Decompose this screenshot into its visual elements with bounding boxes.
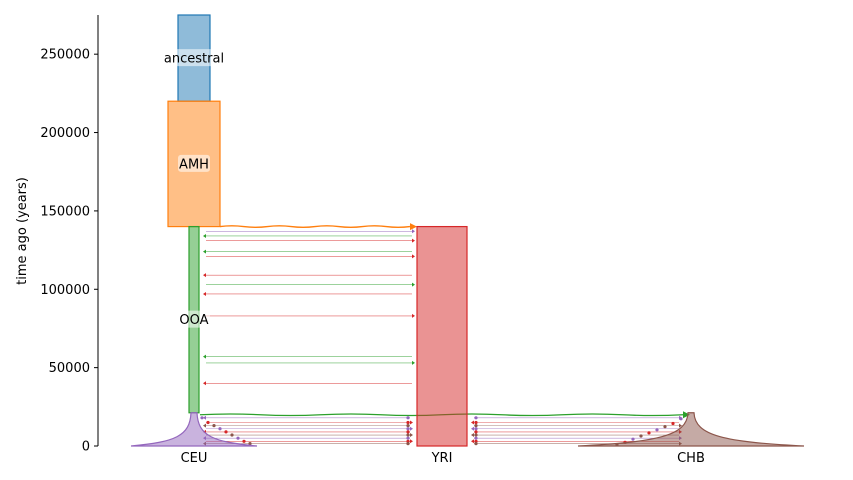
- migration-line-recent-arrow: [410, 433, 413, 438]
- migration-dot: [406, 430, 410, 434]
- label-ancestral-bg: [154, 49, 234, 67]
- migration-line-recent-arrow: [203, 415, 206, 420]
- migration-dot: [406, 439, 410, 443]
- migration-dot: [406, 433, 410, 437]
- migration-dot: [647, 431, 651, 435]
- y-tick-label: 0: [82, 440, 90, 455]
- population-blocks: [130, 14, 805, 447]
- migration-dot: [474, 439, 478, 443]
- migration-line-recent-arrow: [471, 426, 474, 431]
- label-amh: AMH: [179, 157, 209, 172]
- migration-dot: [474, 436, 478, 440]
- migration-line-arrow: [412, 282, 415, 287]
- y-tick-label: 50000: [49, 361, 90, 376]
- migration-dot: [474, 430, 478, 434]
- y-axis: 0 50000 100000 150000 200000 250000 CEU YRI CHB: [40, 15, 705, 466]
- migration-dot: [406, 416, 410, 420]
- migration-dot: [218, 427, 222, 431]
- migration-line-recent-arrow: [471, 439, 474, 444]
- migration-dot: [200, 416, 204, 420]
- population-ceu: [130, 412, 258, 447]
- migration-line-recent-arrow: [410, 426, 413, 431]
- label-ancestral: ancestral: [164, 52, 224, 67]
- migration-dot: [655, 428, 659, 432]
- migration-line-arrow: [203, 354, 206, 359]
- y-tick-label: 100000: [40, 283, 90, 298]
- y-tick-label: 150000: [40, 204, 90, 219]
- x-tick-label: CHB: [677, 451, 705, 466]
- migration-line-recent-arrow: [679, 423, 682, 428]
- migration-dot: [663, 425, 667, 429]
- split-amh-yri: [219, 225, 411, 228]
- migration-dot: [230, 433, 234, 437]
- migration-line-arrow: [203, 291, 206, 296]
- split-amh-yri-arrow: [410, 223, 417, 231]
- x-tick-label: CEU: [181, 451, 208, 466]
- migration-dot: [406, 420, 410, 425]
- x-tick-label: YRI: [431, 451, 453, 466]
- migration-line-recent-arrow: [471, 420, 474, 425]
- migration-dot: [474, 420, 478, 425]
- migration-line-arrow: [412, 254, 415, 259]
- migration-dot: [406, 427, 410, 431]
- migration-line-recent-arrow: [410, 420, 413, 425]
- migration-line-arrow: [412, 360, 415, 365]
- migration-dot: [224, 430, 228, 434]
- migration-dot: [248, 442, 252, 446]
- migration-dot: [242, 439, 246, 443]
- migration-dot: [474, 442, 478, 446]
- population-labels: ancestral AMH OOA: [154, 49, 234, 328]
- migration-line-arrow: [412, 313, 415, 318]
- migration-dot: [679, 417, 683, 421]
- migration-line-recent-arrow: [203, 423, 206, 428]
- migration-line-arrow: [412, 238, 415, 243]
- migration-line-arrow: [203, 233, 206, 238]
- migration-dot: [474, 424, 478, 428]
- migration-dot: [671, 421, 675, 426]
- migration-dot: [406, 436, 410, 440]
- migration-dot: [206, 420, 210, 425]
- migration-dot: [236, 436, 240, 440]
- migration-line-recent-arrow: [410, 439, 413, 444]
- migration-dot: [406, 442, 410, 446]
- split-ooa-chb-arrow: [683, 411, 690, 419]
- migration-line-arrow: [203, 381, 206, 386]
- migration-dot: [474, 416, 478, 420]
- label-ooa: OOA: [179, 313, 208, 328]
- migration-dot: [631, 437, 635, 441]
- migration-line-recent-arrow: [471, 433, 474, 438]
- migration-dot: [639, 434, 643, 438]
- population-yri: [416, 225, 468, 447]
- label-amh-bg: [178, 154, 210, 172]
- migration-dot: [474, 433, 478, 437]
- migration-dot: [212, 424, 216, 428]
- migration-line-arrow: [203, 249, 206, 254]
- migration-line-arrow: [203, 273, 206, 278]
- migration-dot: [474, 427, 478, 431]
- y-axis-label: time ago (years): [15, 177, 30, 285]
- migration-line-arrow: [412, 229, 415, 234]
- population-chb: [577, 412, 805, 447]
- migration-dot: [406, 424, 410, 428]
- y-tick-label: 250000: [40, 48, 90, 63]
- y-tick-label: 200000: [40, 126, 90, 141]
- label-ooa-bg: [178, 310, 210, 328]
